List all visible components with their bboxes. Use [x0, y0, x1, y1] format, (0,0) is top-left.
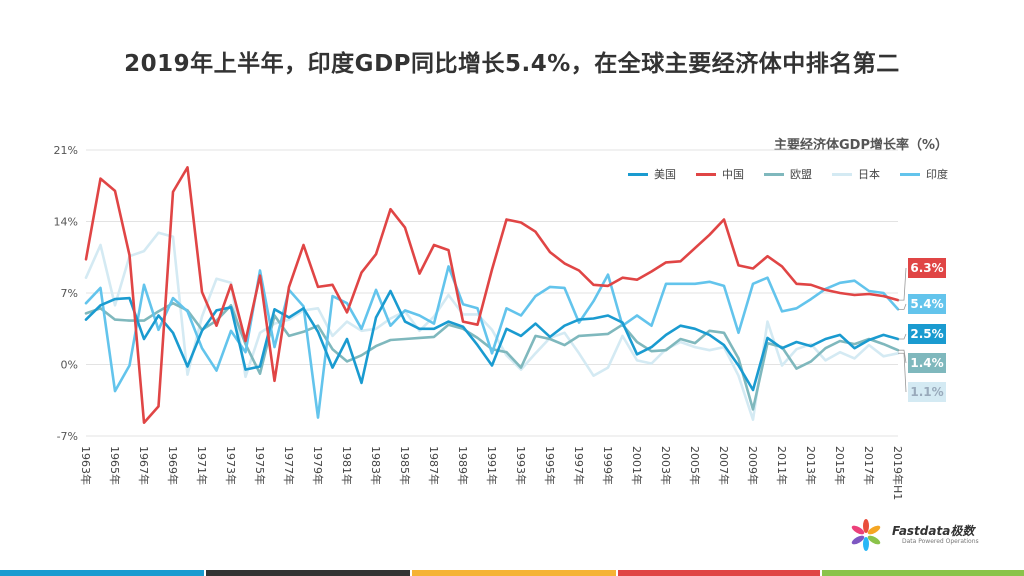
- x-tick-label: 1993年: [514, 446, 528, 485]
- x-tick-label: 2019年H1: [891, 446, 905, 500]
- x-tick-label: 1983年: [369, 446, 383, 485]
- legend-label-eu: 欧盟: [790, 168, 812, 181]
- legend-item-eu[interactable]: 欧盟: [764, 166, 812, 182]
- x-tick-label: 1975年: [253, 446, 267, 485]
- x-tick-label: 2009年: [746, 446, 760, 485]
- legend-swatch-china: [696, 172, 716, 176]
- footer-bar-5: [822, 570, 1024, 576]
- legend-swatch-eu: [764, 172, 784, 176]
- x-tick-label: 1967年: [137, 446, 151, 485]
- legend-swatch-us: [628, 172, 648, 176]
- series-line-4: [84, 265, 900, 419]
- end-label-eu: 1.4%: [908, 353, 946, 373]
- x-tick-label: 1979年: [311, 446, 325, 485]
- x-tick-label: 1999年: [601, 446, 615, 485]
- x-tick-label: 2007年: [717, 446, 731, 485]
- x-tick-label: 2017年: [862, 446, 876, 485]
- x-tick-label: 1965年: [108, 446, 122, 485]
- footer-bar-2: [206, 570, 410, 576]
- end-label-connector: [898, 333, 907, 340]
- end-label-japan: 1.1%: [908, 382, 946, 402]
- x-tick-label: 2011年: [775, 446, 789, 485]
- x-tick-label: 1963年: [79, 446, 93, 485]
- footer-bar-1: [0, 570, 204, 576]
- y-tick-label: 21%: [54, 144, 78, 157]
- legend-item-us[interactable]: 美国: [628, 166, 676, 182]
- legend-item-japan[interactable]: 日本: [832, 166, 880, 182]
- y-tick-label: 7%: [61, 287, 78, 300]
- legend-swatch-japan: [832, 172, 852, 176]
- end-label-connector: [898, 267, 907, 301]
- end-label-connector: [898, 303, 907, 310]
- end-label-china: 6.3%: [908, 258, 946, 278]
- end-label-us: 2.5%: [908, 324, 946, 344]
- footer-bar-3: [412, 570, 616, 576]
- footer-bar-4: [618, 570, 820, 576]
- chart-legend: 美国 中国 欧盟 日本 印度: [628, 166, 948, 182]
- x-tick-label: 1971年: [195, 446, 209, 485]
- x-tick-label: 1977年: [282, 446, 296, 485]
- x-tick-label: 1989年: [456, 446, 470, 485]
- legend-item-china[interactable]: 中国: [696, 166, 744, 182]
- x-tick-label: 1969年: [166, 446, 180, 485]
- legend-item-india[interactable]: 印度: [900, 166, 948, 182]
- x-tick-label: 2015年: [833, 446, 847, 485]
- legend-label-us: 美国: [654, 168, 676, 181]
- x-tick-label: 1997年: [572, 446, 586, 485]
- legend-swatch-india: [900, 172, 920, 176]
- end-label-connector: [898, 349, 907, 364]
- legend-label-japan: 日本: [858, 168, 880, 181]
- fastdata-logo: [851, 519, 881, 551]
- y-tick-label: -7%: [57, 430, 78, 443]
- legend-label-india: 印度: [926, 168, 948, 181]
- x-tick-label: 1981年: [340, 446, 354, 485]
- logo-subtext: Data Powered Operations: [902, 538, 979, 545]
- end-label-india: 5.4%: [908, 294, 946, 314]
- page-title: 2019年上半年，印度GDP同比增长5.4%，在全球主要经济体中排名第二: [124, 51, 900, 77]
- x-tick-label: 1987年: [427, 446, 441, 485]
- x-tick-label: 1973年: [224, 446, 238, 485]
- x-tick-label: 2003年: [659, 446, 673, 485]
- y-tick-label: 0%: [61, 359, 78, 372]
- y-tick-label: 14%: [54, 216, 78, 229]
- x-tick-label: 2005年: [688, 446, 702, 485]
- logo-text: Fastdata极数: [892, 524, 975, 538]
- x-tick-label: 1995年: [543, 446, 557, 485]
- legend-label-china: 中国: [722, 168, 744, 181]
- series-line-1: [84, 166, 900, 425]
- end-label-connector: [898, 352, 907, 393]
- x-tick-label: 2013年: [804, 446, 818, 485]
- x-tick-label: 1991年: [485, 446, 499, 485]
- x-tick-label: 2001年: [630, 446, 644, 485]
- x-tick-label: 1985年: [398, 446, 412, 485]
- chart-title: 主要经济体GDP增长率（%）: [773, 138, 948, 153]
